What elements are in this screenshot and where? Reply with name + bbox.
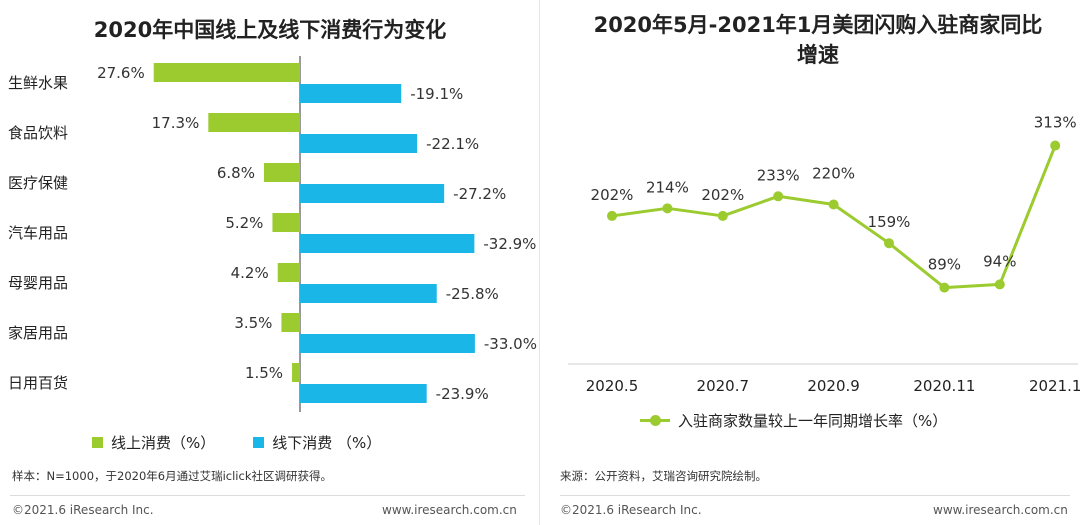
line-point (607, 210, 617, 221)
data-label-online: 1.5% (245, 364, 283, 382)
bar-online (153, 63, 300, 82)
data-label-offline: -23.9% (436, 385, 489, 403)
bar-offline (300, 334, 475, 353)
category-label: 母婴用品 (8, 274, 68, 292)
data-label: 202% (591, 186, 634, 204)
bar-online (263, 163, 300, 182)
data-label-offline: -25.8% (446, 285, 499, 303)
data-label-online: 4.2% (231, 264, 269, 282)
data-label-online: 5.2% (225, 214, 263, 232)
data-label: 89% (928, 256, 961, 274)
bar-offline (300, 234, 475, 253)
bar-offline (300, 84, 402, 103)
line-point (662, 203, 673, 214)
legend-line-swatch (640, 415, 670, 426)
line-point (828, 199, 839, 210)
category-label: 汽车用品 (8, 224, 68, 242)
category-label: 食品饮料 (8, 124, 68, 142)
right-footer-url: www.iresearch.com.cn (933, 503, 1068, 517)
line-point (773, 191, 784, 202)
legend-online-swatch (92, 437, 103, 448)
line-point (1050, 140, 1061, 151)
category-label: 日用百货 (8, 374, 68, 392)
panel-divider (539, 0, 540, 525)
bar-online (277, 263, 300, 282)
line-point (994, 279, 1005, 290)
right-footer-divider (560, 495, 1070, 496)
data-label-online: 17.3% (152, 114, 200, 132)
legend-line-label: 入驻商家数量较上一年同期增长率（%） (678, 412, 948, 430)
right-chart-title: 2020年5月-2021年1月美团闪购入驻商家同比 增速 (568, 10, 1068, 70)
right-footer-copyright: ©2021.6 iResearch Inc. (560, 503, 702, 517)
line-point (717, 210, 728, 221)
line-point (939, 282, 950, 293)
x-tick-label: 2021.1 (1029, 377, 1080, 395)
line-chart-legend: 入驻商家数量较上一年同期增长率（%） (640, 410, 947, 431)
bar-online (272, 213, 300, 232)
left-footer-copyright: ©2021.6 iResearch Inc. (12, 503, 154, 517)
data-label-offline: -27.2% (453, 185, 506, 203)
data-label-offline: -19.1% (410, 85, 463, 103)
data-label: 202% (701, 186, 744, 204)
left-chart-title: 2020年中国线上及线下消费行为变化 (93, 18, 447, 42)
legend-offline-swatch (253, 437, 265, 448)
line-point (884, 238, 894, 249)
bar-offline (300, 384, 427, 403)
data-label-offline: -32.9% (483, 235, 536, 253)
line-chart: 202% 214% 202% 233% 220% 159% 89% 94% 313% 2020.5… (568, 114, 1080, 395)
data-label: 220% (812, 165, 855, 183)
bar-offline (300, 134, 418, 153)
data-label: 233% (757, 166, 800, 184)
x-tick-label: 2020.9 (807, 377, 860, 395)
data-label-offline: -33.0% (484, 335, 537, 353)
bar-online (208, 113, 300, 132)
bar-offline (300, 284, 437, 303)
right-chart-title-line1: 2020年5月-2021年1月美团闪购入驻商家同比 (593, 13, 1043, 37)
bar-online (281, 313, 300, 332)
bar-online (292, 363, 300, 382)
data-label: 313% (1034, 114, 1077, 132)
legend-online-label: 线上消费（%） (111, 434, 216, 452)
right-source-note: 来源：公开资料，艾瑞咨询研究院绘制。 (560, 469, 767, 483)
legend-line-marker (650, 415, 661, 426)
left-chart-panel: 2020年中国线上及线下消费行为变化 生鲜水果 27.6% -19.1% 食品饮料 17… (8, 18, 537, 517)
right-chart-panel: 2020年5月-2021年1月美团闪购入驻商家同比 增速 202% 214% 202… (540, 0, 1080, 525)
x-tick-label: 2020.11 (913, 377, 975, 395)
x-tick-label: 2020.5 (586, 377, 639, 395)
bar-chart-legend: 线上消费（%） 线下消费 （%） (92, 432, 419, 453)
legend-online: 线上消费（%） (92, 432, 215, 453)
category-label: 家居用品 (8, 324, 68, 342)
category-label: 医疗保健 (8, 174, 68, 192)
data-label: 94% (983, 252, 1016, 270)
data-label: 214% (646, 178, 689, 196)
left-source-note: 样本：N=1000，于2020年6月通过艾瑞iclick社区调研获得。 (12, 469, 332, 483)
category-label: 生鲜水果 (8, 74, 68, 92)
data-label-online: 3.5% (234, 314, 272, 332)
left-footer-url: www.iresearch.com.cn (382, 503, 517, 517)
data-label-offline: -22.1% (426, 135, 479, 153)
x-tick-label: 2020.7 (697, 377, 750, 395)
bar-chart: 生鲜水果 27.6% -19.1% 食品饮料 17.3% -22.1% 医疗保健 6.8% -2… (8, 56, 537, 412)
left-footer-divider (10, 495, 525, 496)
data-label: 159% (868, 213, 911, 231)
legend-offline: 线下消费 （%） (253, 432, 381, 453)
right-chart-title-line2: 增速 (797, 43, 839, 67)
data-label-online: 6.8% (217, 164, 255, 182)
data-label-online: 27.6% (97, 64, 145, 82)
legend-offline-label: 线下消费 （%） (272, 434, 382, 452)
bar-offline (300, 184, 445, 203)
